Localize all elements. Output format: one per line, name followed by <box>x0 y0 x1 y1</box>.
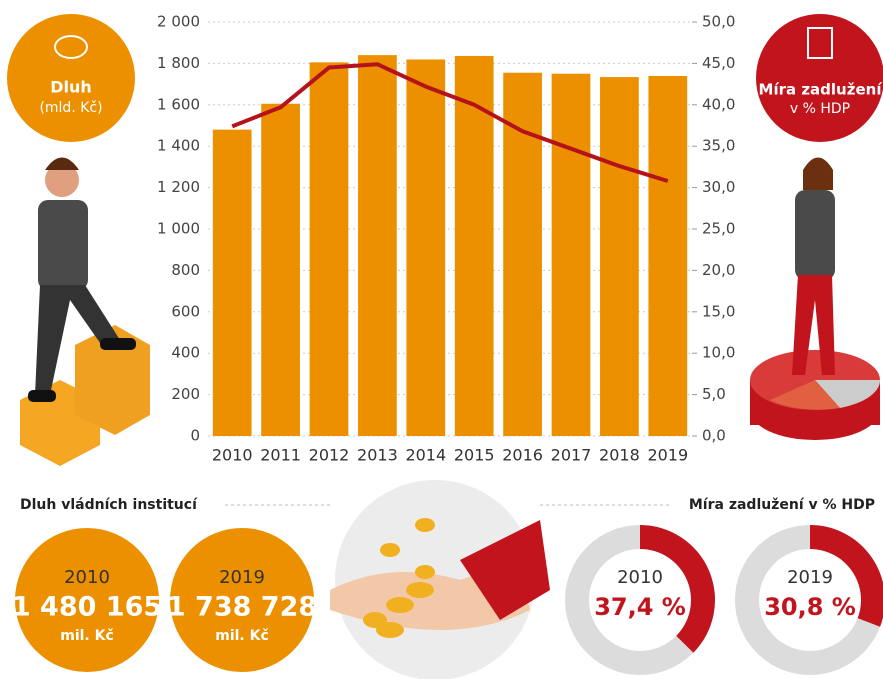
x-tick-label: 2018 <box>599 446 640 465</box>
badge-title: Míra zadlužení <box>759 81 883 99</box>
badge-subtitle: (mld. Kč) <box>39 100 102 116</box>
y-tick-label: 600 <box>171 302 200 320</box>
y-tick-label: 1 200 <box>157 178 200 196</box>
y-tick-label: 0 <box>190 427 200 445</box>
x-tick-label: 2015 <box>454 446 495 465</box>
unit: mil. Kč <box>215 628 269 644</box>
y2-tick-label: 40,0 <box>702 95 735 113</box>
hand-illustration <box>330 480 550 679</box>
donut-year: 2010 <box>617 567 663 588</box>
bar <box>310 62 349 436</box>
x-tick-label: 2017 <box>551 446 592 465</box>
y-tick-label: 400 <box>171 344 200 362</box>
bar <box>213 130 252 436</box>
y-tick-label: 2 000 <box>157 13 200 31</box>
x-tick-label: 2013 <box>357 446 398 465</box>
x-tick-label: 2012 <box>309 446 350 465</box>
bar <box>261 104 300 436</box>
x-tick-label: 2010 <box>212 446 253 465</box>
y2-tick-label: 0,0 <box>702 427 726 445</box>
y-tick-label: 1 400 <box>157 137 200 155</box>
bar <box>503 73 542 436</box>
donut-arc <box>640 525 715 653</box>
ratio-badge <box>756 14 883 142</box>
y-tick-label: 1 600 <box>157 95 200 113</box>
year: 2010 <box>64 567 110 588</box>
y-tick-label: 200 <box>171 385 200 403</box>
infographic: Dluh (mld. Kč) Míra zadlužení v % HDP Dl… <box>0 0 883 679</box>
x-tick-label: 2016 <box>502 446 543 465</box>
donut-value: 30,8 % <box>764 593 856 621</box>
bar <box>648 76 687 436</box>
y-tick-label: 1 800 <box>157 54 200 72</box>
man-illustration <box>20 158 150 467</box>
section-title: Dluh vládních institucí <box>20 497 198 513</box>
x-tick-label: 2011 <box>260 446 301 465</box>
bar <box>358 55 397 436</box>
y2-tick-label: 20,0 <box>702 261 735 279</box>
y2-tick-label: 30,0 <box>702 178 735 196</box>
y2-tick-label: 5,0 <box>702 385 726 403</box>
bar <box>600 77 639 436</box>
unit: mil. Kč <box>60 628 114 644</box>
badge-title: Dluh <box>50 78 92 97</box>
bar <box>552 74 591 436</box>
y2-tick-label: 50,0 <box>702 13 735 31</box>
badge-subtitle: v % HDP <box>790 101 850 117</box>
amount: 1 480 165 <box>12 592 162 623</box>
y2-tick-label: 15,0 <box>702 302 735 320</box>
y2-tick-label: 45,0 <box>702 54 735 72</box>
y2-tick-label: 10,0 <box>702 344 735 362</box>
y2-tick-label: 25,0 <box>702 220 735 238</box>
year: 2019 <box>219 567 265 588</box>
x-tick-label: 2019 <box>647 446 688 465</box>
x-tick-label: 2014 <box>405 446 446 465</box>
donut-year: 2019 <box>787 567 833 588</box>
y2-tick-label: 35,0 <box>702 137 735 155</box>
section-title: Míra zadlužení v % HDP <box>689 497 875 513</box>
donut-value: 37,4 % <box>594 593 686 621</box>
amount: 1 738 728 <box>167 592 317 623</box>
y-tick-label: 800 <box>171 261 200 279</box>
bar <box>406 59 445 436</box>
woman-illustration <box>750 158 880 441</box>
y-tick-label: 1 000 <box>157 220 200 238</box>
